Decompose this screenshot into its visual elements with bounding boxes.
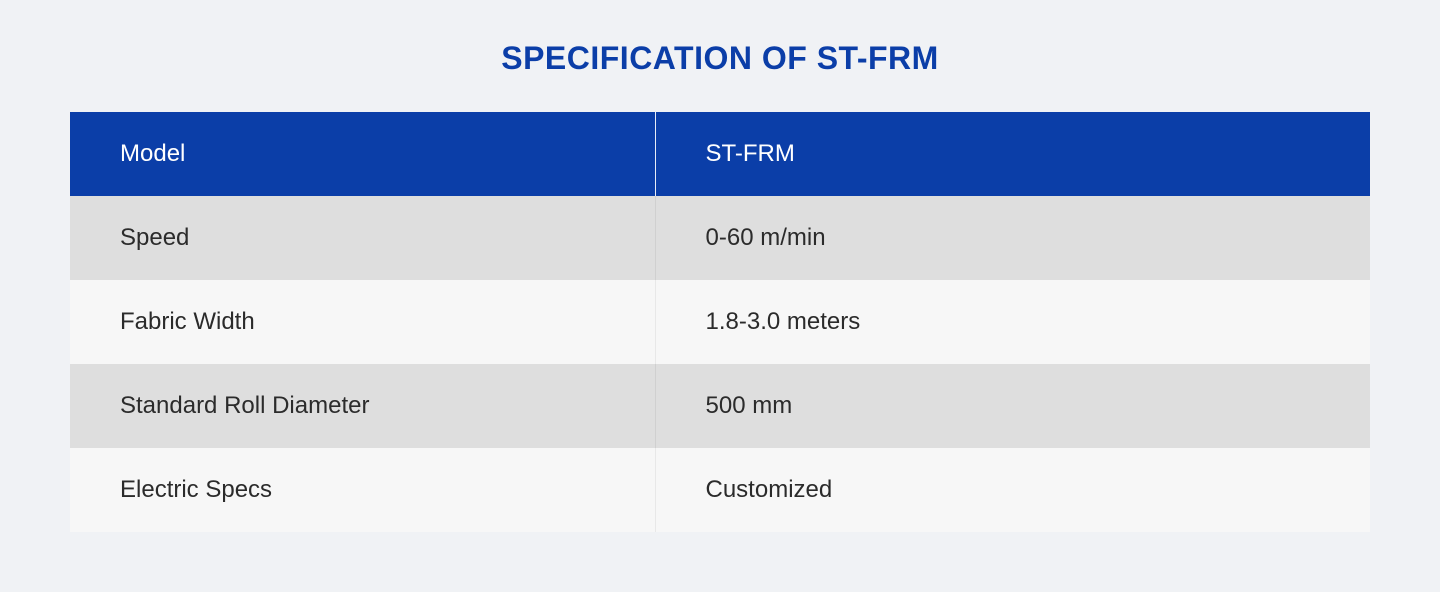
table-row: Speed 0-60 m/min bbox=[70, 196, 1370, 280]
table-header-row: Model ST-FRM bbox=[70, 112, 1370, 196]
page-container: SPECIFICATION OF ST-FRM Model ST-FRM Spe… bbox=[0, 0, 1440, 592]
header-label-cell: Model bbox=[70, 112, 655, 196]
row-value-cell: 500 mm bbox=[655, 364, 1370, 448]
page-title: SPECIFICATION OF ST-FRM bbox=[70, 40, 1370, 77]
row-label-cell: Speed bbox=[70, 196, 655, 280]
row-label-cell: Standard Roll Diameter bbox=[70, 364, 655, 448]
row-label-cell: Fabric Width bbox=[70, 280, 655, 364]
row-label-cell: Electric Specs bbox=[70, 448, 655, 532]
table-row: Electric Specs Customized bbox=[70, 448, 1370, 532]
row-value-cell: Customized bbox=[655, 448, 1370, 532]
table-row: Standard Roll Diameter 500 mm bbox=[70, 364, 1370, 448]
spec-table: Model ST-FRM Speed 0-60 m/min Fabric Wid… bbox=[70, 112, 1370, 532]
row-value-cell: 0-60 m/min bbox=[655, 196, 1370, 280]
row-value-cell: 1.8-3.0 meters bbox=[655, 280, 1370, 364]
table-row: Fabric Width 1.8-3.0 meters bbox=[70, 280, 1370, 364]
header-value-cell: ST-FRM bbox=[655, 112, 1370, 196]
